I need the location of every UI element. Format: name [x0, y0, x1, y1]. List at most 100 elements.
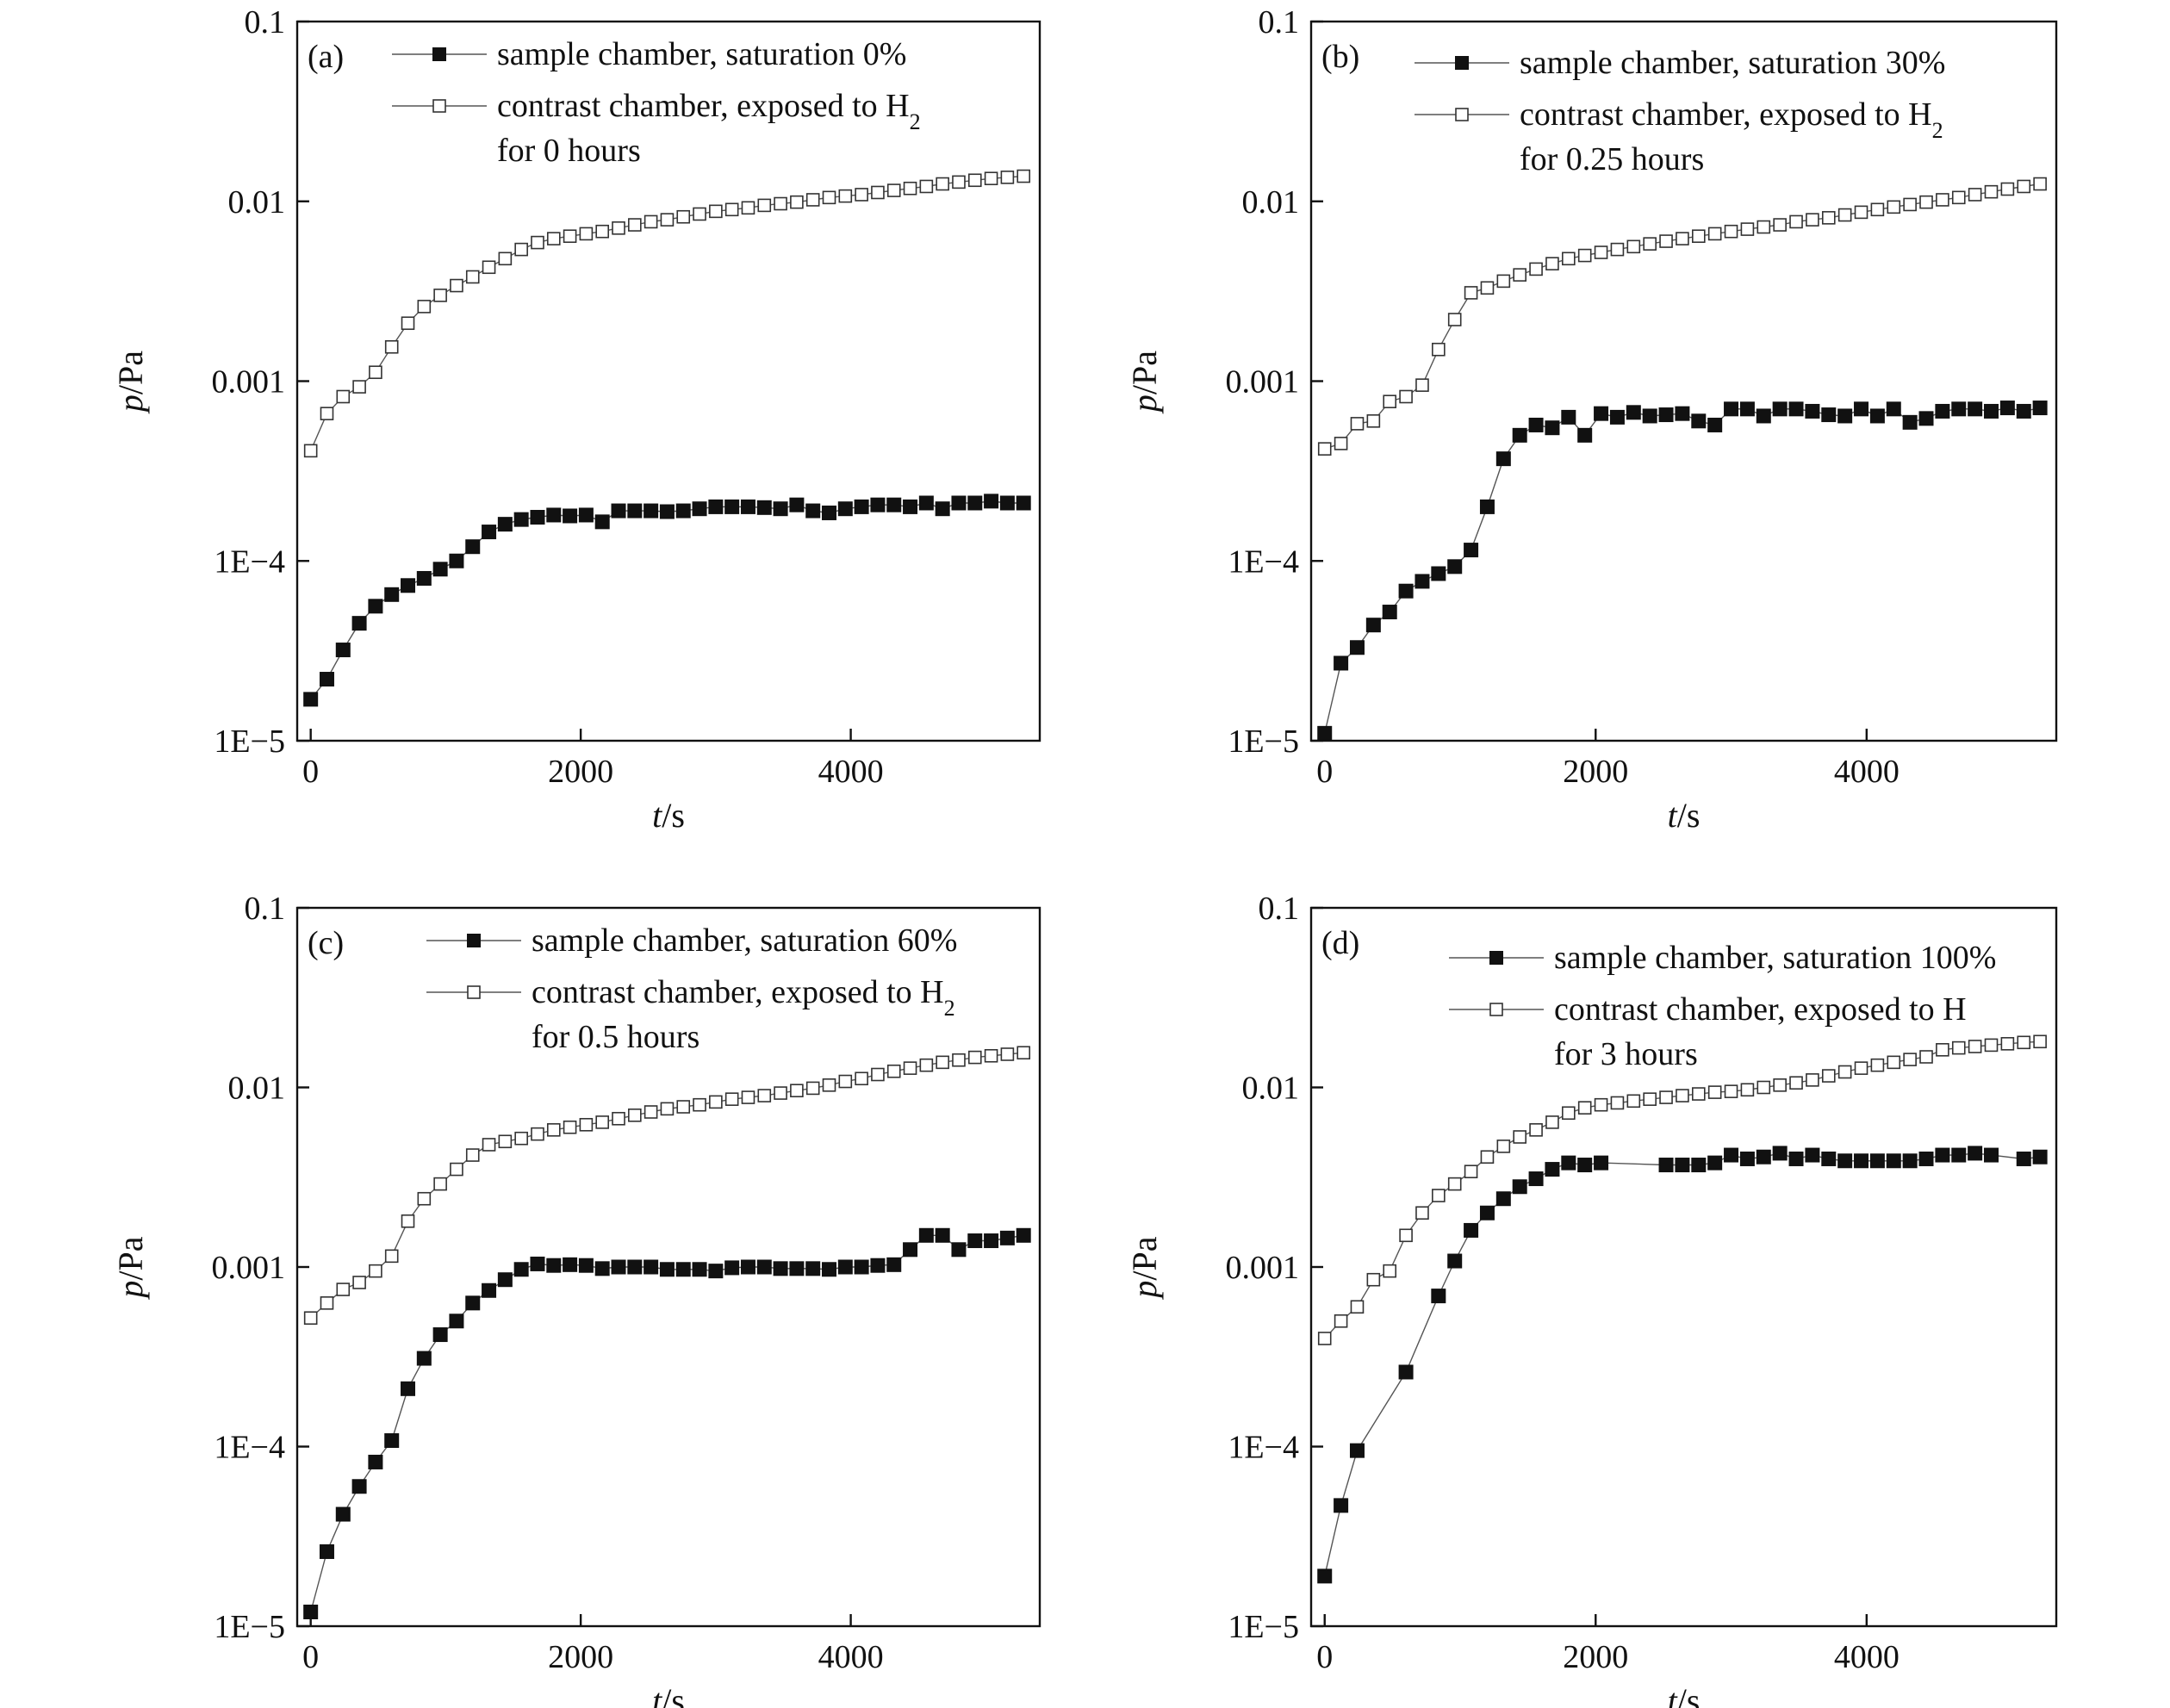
y-axis-label-symbol: p — [111, 1281, 150, 1301]
data-point — [416, 570, 432, 586]
data-point — [1495, 1191, 1511, 1207]
y-axis-label: p/Pa — [1125, 351, 1164, 414]
data-point — [513, 512, 529, 527]
data-point — [417, 300, 432, 314]
x-axis-label-symbol: t — [652, 796, 662, 835]
data-point — [1432, 342, 1446, 357]
x-tick-label: 4000 — [818, 1639, 884, 1675]
legend: sample chamber, saturation 0% contrast ch… — [392, 36, 921, 169]
data-point — [595, 1115, 610, 1129]
y-axis-label-symbol: p — [1125, 1281, 1164, 1301]
y-tick-label: 1E−5 — [214, 724, 285, 760]
data-point — [1902, 1153, 1918, 1169]
data-point — [513, 1262, 529, 1277]
legend: sample chamber, saturation 60% contrast c… — [426, 922, 957, 1055]
x-tick-label: 2000 — [1563, 1639, 1628, 1675]
data-point — [320, 407, 334, 420]
legend-label-subscript: 2 — [1932, 118, 1943, 143]
data-point — [984, 1048, 998, 1063]
data-point — [514, 242, 528, 257]
legend-label-text: for 0.5 hours — [532, 1019, 699, 1055]
data-point — [1365, 618, 1381, 633]
legend-label-text: sample chamber, saturation 100% — [1554, 940, 1996, 976]
legend-label-text: contrast chamber, exposed to H — [1520, 96, 1932, 133]
data-point — [1626, 405, 1641, 420]
data-point — [1821, 211, 1836, 225]
data-point — [1772, 1146, 1788, 1161]
data-point — [1464, 1222, 1479, 1238]
data-point — [465, 1295, 481, 1311]
y-tick-label: 0.1 — [1259, 891, 1300, 927]
data-point — [578, 507, 594, 523]
data-point — [531, 235, 544, 250]
data-point — [432, 1327, 448, 1343]
data-point — [886, 183, 901, 197]
data-point — [1382, 605, 1397, 620]
x-tick-label: 0 — [1316, 754, 1333, 790]
data-point — [1479, 499, 1495, 514]
data-point — [514, 1131, 528, 1146]
data-point — [724, 202, 739, 217]
data-point — [1658, 407, 1674, 423]
data-point — [1854, 1061, 1868, 1075]
legend-label: sample chamber, saturation 60% — [532, 922, 957, 959]
data-point — [1918, 411, 1934, 426]
data-point — [919, 179, 934, 194]
data-point — [1676, 232, 1689, 245]
series-sample-chamber — [303, 1227, 1031, 1619]
data-point — [1675, 1158, 1690, 1173]
data-point — [1577, 248, 1592, 263]
data-point — [1707, 227, 1722, 241]
data-point — [1854, 1153, 1869, 1169]
y-tick-label: 1E−4 — [1228, 543, 1299, 580]
data-point — [1724, 401, 1739, 417]
data-point — [1773, 218, 1787, 232]
data-point — [984, 1233, 999, 1249]
data-point — [1529, 262, 1543, 276]
data-point — [627, 1259, 643, 1275]
legend-label: for 0 hours — [497, 133, 641, 169]
data-point — [303, 444, 318, 458]
data-point — [756, 500, 772, 515]
x-tick-label: 0 — [302, 1639, 319, 1675]
legend-label: contrast chamber, exposed to H2 — [532, 974, 955, 1021]
data-point — [401, 1214, 415, 1228]
data-point — [724, 499, 740, 514]
data-point — [644, 1259, 659, 1275]
data-point — [659, 1262, 675, 1277]
data-point — [870, 497, 886, 512]
data-point — [1317, 1332, 1332, 1345]
data-point — [352, 1276, 366, 1289]
data-point — [627, 503, 643, 519]
y-tick-label: 0.01 — [1242, 1071, 1300, 1107]
data-point — [352, 380, 366, 394]
data-point — [805, 193, 820, 207]
data-point — [2032, 1149, 2048, 1165]
data-point — [805, 1081, 820, 1096]
x-axis-label-symbol: t — [1668, 796, 1678, 835]
x-tick-label: 4000 — [1834, 1639, 1900, 1675]
data-point — [369, 365, 382, 380]
chart-panel-c: 0 2000 4000 1E−5 1E−4 0.001 0.01 0.1 t/s p/Pa (c) s… — [111, 891, 1041, 1708]
x-axis-label: t/s — [652, 1681, 685, 1708]
data-point — [1398, 1364, 1414, 1380]
data-point — [1016, 1227, 1031, 1243]
y-tick-label: 0.001 — [1226, 364, 1300, 401]
data-point — [1480, 281, 1495, 295]
data-point — [936, 1055, 949, 1070]
data-point — [1577, 1101, 1592, 1115]
data-point — [2017, 179, 2031, 194]
data-point — [336, 389, 351, 404]
data-point — [693, 207, 706, 221]
data-point — [594, 1261, 610, 1276]
data-point — [612, 220, 625, 235]
data-point — [416, 1351, 432, 1366]
data-point — [805, 503, 821, 519]
data-point — [1789, 1076, 1803, 1090]
data-point — [724, 1092, 739, 1106]
series-contrast-chamber — [1317, 177, 2047, 456]
data-point — [855, 188, 868, 202]
data-point — [1528, 1171, 1544, 1187]
data-point — [1821, 407, 1837, 423]
data-point — [1513, 1130, 1526, 1144]
